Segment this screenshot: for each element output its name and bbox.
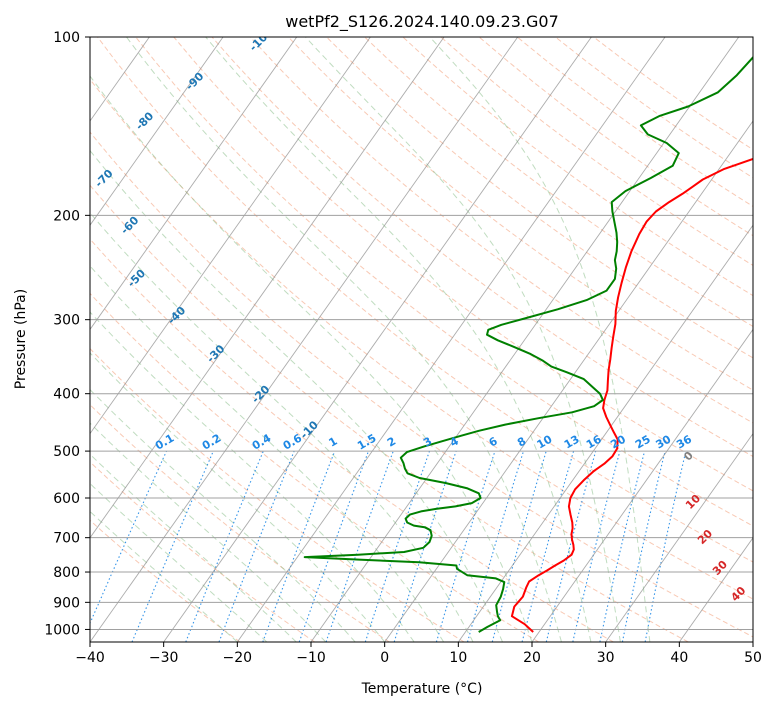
plot-frame [90,37,753,642]
mixing-ratio-label: 0.1 [153,432,176,453]
mixing-ratio-label: 2 [385,435,398,450]
isotherm-label: -30 [204,342,227,365]
moist-adiabat [0,37,237,642]
y-tick-label: 200 [53,208,80,224]
dry-adiabat [0,37,315,642]
x-tick-label: 40 [670,650,688,666]
moist-adiabat [10,37,502,642]
isotherm-line [0,37,370,642]
mixing-ratio-line [326,451,393,642]
isotherm-line [753,37,775,642]
x-tick-label: 10 [449,650,467,666]
isotherm-line [0,37,297,642]
mixing-ratio-line [546,451,595,642]
y-tick-label: 400 [53,387,80,403]
isotherm-label: -100 [247,25,276,54]
mixing-ratio-line [82,451,167,642]
chart-title: wetPf2_S126.2024.140.09.23.G07 [285,12,559,32]
moist-adiabat [0,37,296,642]
mixing-ratio-line [365,451,429,642]
x-tick-label: 20 [523,650,541,666]
mixing-ratio-line [468,451,524,642]
isotherm-line [90,37,518,642]
mixing-ratio-line [219,451,294,642]
isotherm-label: -60 [118,214,141,237]
x-tick-label: 50 [744,650,762,666]
mixing-ratio-label: 30 [653,432,673,451]
isotherm-label: -70 [92,167,115,190]
isotherm-line [385,37,775,642]
isotherm-label: -50 [125,267,148,290]
y-tick-label: 300 [53,313,80,329]
mixing-ratio-label: 0.4 [250,431,274,452]
moist-adiabat [0,37,267,642]
mixing-ratio-label: 1 [326,435,339,450]
moist-adiabat [0,37,414,642]
y-axis-label: Pressure (hPa) [13,289,29,389]
dry-adiabat [250,37,775,642]
dry-adiabat [441,37,775,642]
y-tick-label: 700 [53,531,80,547]
moist-adiabat [430,37,650,642]
dry-adiabat [0,37,688,642]
y-tick-label: 1000 [44,622,80,638]
mixing-ratio-line [522,451,574,642]
mixing-ratio-label: 6 [487,434,500,449]
x-tick-label: −30 [149,650,179,666]
dry-adiabat [517,37,775,642]
mixing-ratio-label: 1.5 [355,432,378,453]
mixing-ratio-line [645,451,686,642]
isotherm-line [0,37,76,642]
y-tick-label: 100 [53,30,80,46]
mixing-ratio-line [436,451,495,642]
isotherm-line [679,37,775,642]
isotherm-label: -90 [183,70,206,93]
isotherm-line [0,37,2,642]
y-tick-label: 900 [53,595,80,611]
isotherm-line [0,37,223,642]
x-axis-label: Temperature (°C) [361,681,483,697]
x-tick-label: −40 [75,650,105,666]
dry-adiabat [98,37,775,642]
moist-adiabat [0,37,326,642]
mixing-ratio-label: 16 [584,432,604,451]
y-tick-label: 800 [53,565,80,581]
isotherm-line [311,37,739,642]
dry-adiabat [479,37,775,642]
isotherm-label: -40 [165,304,188,327]
mixing-ratio-line [600,451,645,642]
moist-adiabat [63,37,532,642]
axes: −40 −30 −20 −10 0 10 20 30 40 50 1000 900 800 700 600 5… [44,30,762,666]
dry-adiabat [288,37,775,642]
dry-adiabat [136,37,775,642]
x-tick-label: −10 [296,650,326,666]
isotherm-label: -20 [249,383,272,406]
x-tick-label: 0 [380,650,389,666]
isotherm-label: -80 [133,109,156,132]
theta-e-label: 20 [695,527,715,547]
y-tick-label: 500 [53,444,80,460]
dry-adiabat [0,37,240,642]
mixing-ratio-label: 25 [633,433,653,452]
y-tick-label: 600 [53,491,80,507]
x-tick-label: 30 [597,650,615,666]
isotherm-line [458,37,775,642]
theta-e-label: 40 [728,584,748,604]
dry-adiabat [327,37,775,642]
mixing-ratio-label: 36 [674,432,694,451]
mixing-ratio-line [573,451,620,642]
x-tick-label: −20 [223,650,253,666]
mixing-ratio-line [186,451,263,642]
isotherm-line [237,37,665,642]
dry-adiabat [174,37,775,642]
mixing-ratio-line [492,451,546,642]
mixing-ratio-label: 20 [608,432,628,451]
mixing-ratio-label: 0.2 [200,432,223,453]
isotherm-line [606,37,775,642]
